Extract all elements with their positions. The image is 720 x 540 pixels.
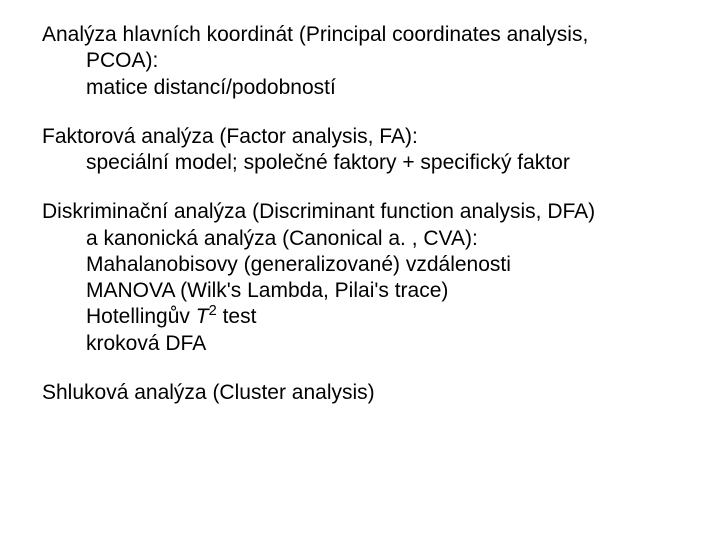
dfa-line4: MANOVA (Wilk's Lambda, Pilai's trace) bbox=[42, 278, 720, 304]
dfa-line5-exp: 2 bbox=[209, 303, 217, 319]
dfa-line5-a: Hotellingův bbox=[86, 305, 196, 328]
block-fa: Faktorová analýza (Factor analysis, FA):… bbox=[42, 124, 720, 177]
block-pcoa: Analýza hlavních koordinát (Principal co… bbox=[42, 22, 720, 101]
dfa-line2: a kanonická analýza (Canonical a. , CVA)… bbox=[42, 226, 720, 252]
dfa-line1: Diskriminační analýza (Discriminant func… bbox=[42, 199, 720, 225]
pcoa-line1: Analýza hlavních koordinát (Principal co… bbox=[42, 22, 720, 48]
fa-line2: speciální model; společné faktory + spec… bbox=[42, 150, 720, 176]
dfa-line5-T: T bbox=[196, 305, 209, 328]
block-dfa: Diskriminační analýza (Discriminant func… bbox=[42, 199, 720, 357]
block-cluster: Shluková analýza (Cluster analysis) bbox=[42, 380, 720, 406]
dfa-line3: Mahalanobisovy (generalizované) vzdáleno… bbox=[42, 252, 720, 278]
fa-line1: Faktorová analýza (Factor analysis, FA): bbox=[42, 124, 720, 150]
pcoa-line2: PCOA): bbox=[42, 48, 720, 74]
slide: Analýza hlavních koordinát (Principal co… bbox=[0, 0, 720, 540]
pcoa-line3: matice distancí/podobností bbox=[42, 75, 720, 101]
cluster-line1: Shluková analýza (Cluster analysis) bbox=[42, 380, 720, 406]
dfa-line5-b: test bbox=[217, 305, 257, 328]
dfa-line6: kroková DFA bbox=[42, 331, 720, 357]
dfa-line5: Hotellingův T2 test bbox=[42, 304, 720, 330]
